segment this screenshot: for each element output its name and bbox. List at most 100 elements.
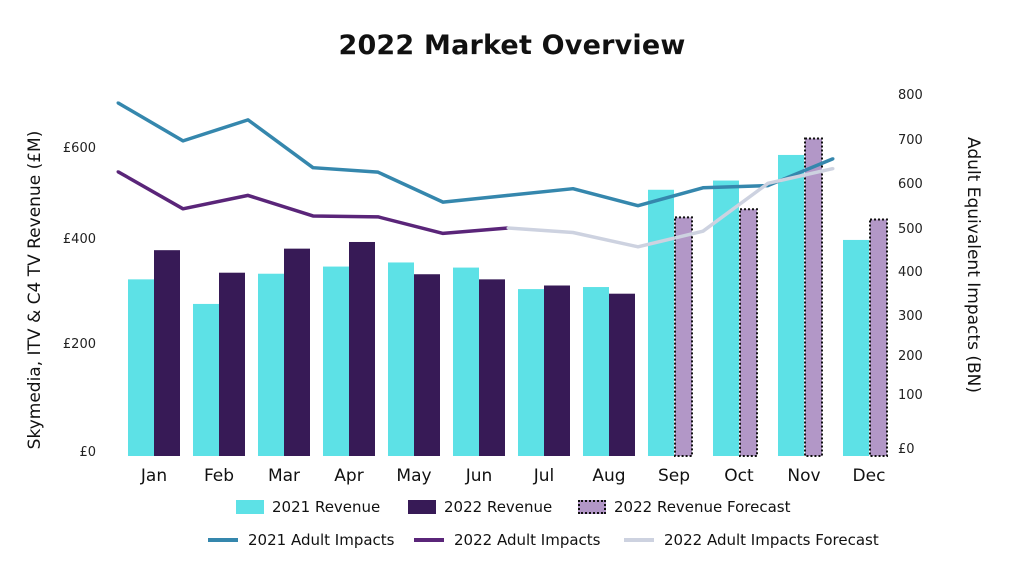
legend-label: 2022 Adult Impacts (454, 531, 601, 549)
bar-2021-revenue-jan (128, 279, 154, 456)
bar-2022-revenue-may (414, 274, 440, 456)
point-2022-adult-impacts-jun (441, 231, 445, 235)
bar-2022-revenue-aug (609, 293, 635, 456)
point-2021-adult-impacts-aug (571, 187, 575, 191)
point-2022-adult-impacts-forecast-aug (571, 231, 575, 234)
point-2021-adult-impacts-jun (441, 200, 445, 204)
bar-2022-revenue-feb (219, 272, 245, 456)
bar-2021-revenue-may (388, 262, 414, 456)
x-tick-label-may: May (396, 466, 431, 486)
bar-2022-revenue-forecast-nov (804, 137, 823, 457)
point-2021-adult-impacts-oct (701, 186, 705, 190)
x-tick-label-jan: Jan (140, 466, 167, 486)
x-tick-label-nov: Nov (787, 466, 820, 486)
legend-swatch-2022-revenue (408, 500, 436, 514)
line-layer (116, 101, 835, 249)
legend-label: 2022 Revenue Forecast (614, 498, 791, 516)
point-2021-adult-impacts-feb (181, 139, 185, 143)
point-2021-adult-impacts-dec (831, 157, 835, 161)
x-tick-label-oct: Oct (724, 466, 754, 486)
x-tick-label-dec: Dec (853, 466, 886, 486)
legend-swatch-2022-adult-impacts (414, 538, 444, 542)
x-axis-ticks: Jan Feb Mar Apr May Jun Jul Aug Sep Oct Nov Dec (140, 466, 886, 486)
legend-item-2022-adult-impacts: 2022 Adult Impacts (414, 531, 600, 549)
point-2022-adult-impacts-may (376, 215, 380, 219)
line-2022-adult-impacts-forecast (507, 166, 834, 249)
line-2021-adult-impacts (117, 101, 834, 208)
bar-2021-revenue-feb (193, 303, 219, 456)
legend-item-2022-revenue-forecast: 2022 Revenue Forecast (578, 498, 791, 516)
bar-2021-revenue-jun (453, 267, 479, 456)
right-tick-label: 100 (898, 388, 923, 403)
legend-label: 2022 Revenue (444, 498, 553, 516)
bar-2022-revenue-jun (479, 279, 505, 456)
bar-2022-revenue-apr (349, 241, 375, 456)
point-2021-adult-impacts-sep (636, 204, 640, 208)
bar-2021-revenue-sep (648, 189, 674, 456)
bar-2021-revenue-dec (843, 239, 869, 456)
legend-swatch-2021-revenue (236, 500, 264, 514)
legend-swatch-2022-revenue-forecast (578, 500, 606, 514)
legend-label: 2022 Adult Impacts Forecast (664, 531, 879, 549)
x-tick-label-aug: Aug (592, 466, 625, 486)
right-tick-label: 400 (898, 265, 923, 280)
point-2022-adult-impacts-forecast-nov (766, 181, 770, 185)
x-tick-label-jun: Jun (465, 466, 493, 486)
right-tick-label: 200 (898, 349, 923, 364)
legend-item-2022-adult-impacts-forecast: 2022 Adult Impacts Forecast (624, 531, 879, 549)
right-tick-label: 500 (898, 222, 923, 237)
point-2022-adult-impacts-jan (116, 170, 120, 174)
point-2022-adult-impacts-mar (246, 193, 250, 197)
legend-item-2022-revenue: 2022 Revenue (408, 498, 552, 516)
bar-layer (128, 137, 888, 457)
point-2021-adult-impacts-may (376, 170, 380, 174)
bar-2021-revenue-nov (778, 154, 804, 456)
left-axis-label: Skymedia, ITV & C4 TV Revenue (£M) (25, 131, 45, 450)
bar-2022-revenue-forecast-sep (674, 216, 693, 457)
legend-swatch-2021-adult-impacts (208, 538, 238, 542)
point-2021-adult-impacts-mar (246, 118, 250, 122)
left-tick-label: £0 (79, 445, 96, 460)
point-2022-adult-impacts-feb (181, 207, 185, 211)
legend-swatch-2022-adult-impacts-forecast (624, 538, 654, 542)
right-tick-label: £0 (898, 442, 915, 457)
point-2022-adult-impacts-apr (311, 214, 315, 218)
left-axis-ticks: £0 £200 £400 £600 (63, 141, 96, 460)
chart-title: 2022 Market Overview (338, 30, 686, 61)
x-tick-label-apr: Apr (334, 466, 363, 486)
legend-item-2021-adult-impacts: 2021 Adult Impacts (208, 531, 394, 549)
bar-2022-revenue-jul (544, 285, 570, 456)
point-2021-adult-impacts-apr (311, 166, 315, 170)
left-tick-label: £600 (63, 141, 96, 156)
bar-2021-revenue-mar (258, 273, 284, 456)
x-tick-label-jul: Jul (533, 466, 555, 486)
point-2022-adult-impacts-forecast-sep (636, 245, 640, 249)
bar-2022-revenue-mar (284, 248, 310, 456)
bar-2022-revenue-forecast-dec (869, 218, 888, 457)
bar-2021-revenue-aug (583, 287, 609, 456)
x-tick-label-mar: Mar (268, 466, 300, 486)
right-axis-label: Adult Equivalent Impacts (BN) (963, 137, 983, 393)
bar-2022-revenue-forecast-oct (739, 208, 758, 457)
left-tick-label: £200 (63, 337, 96, 352)
right-tick-label: 800 (898, 88, 923, 103)
point-2022-adult-impacts-forecast-jul (506, 226, 510, 230)
right-tick-label: 600 (898, 177, 923, 192)
x-tick-label-feb: Feb (204, 466, 234, 486)
point-2021-adult-impacts-jul (506, 193, 510, 197)
right-tick-label: 700 (898, 133, 923, 148)
point-2021-adult-impacts-jan (116, 101, 120, 105)
legend-item-2021-revenue: 2021 Revenue (236, 498, 380, 516)
point-2022-adult-impacts-forecast-oct (701, 229, 705, 233)
bar-2021-revenue-oct (713, 180, 739, 456)
left-tick-label: £400 (63, 232, 96, 247)
x-tick-label-sep: Sep (658, 466, 690, 486)
point-2022-adult-impacts-forecast-dec (831, 167, 835, 171)
bar-2021-revenue-jul (518, 289, 544, 456)
bar-2022-revenue-jan (154, 250, 180, 456)
bar-2021-revenue-apr (323, 266, 349, 456)
right-axis-ticks: £0 100 200 300 400 500 600 700 800 (898, 88, 923, 457)
legend-label: 2021 Revenue (272, 498, 381, 516)
right-tick-label: 300 (898, 309, 923, 324)
